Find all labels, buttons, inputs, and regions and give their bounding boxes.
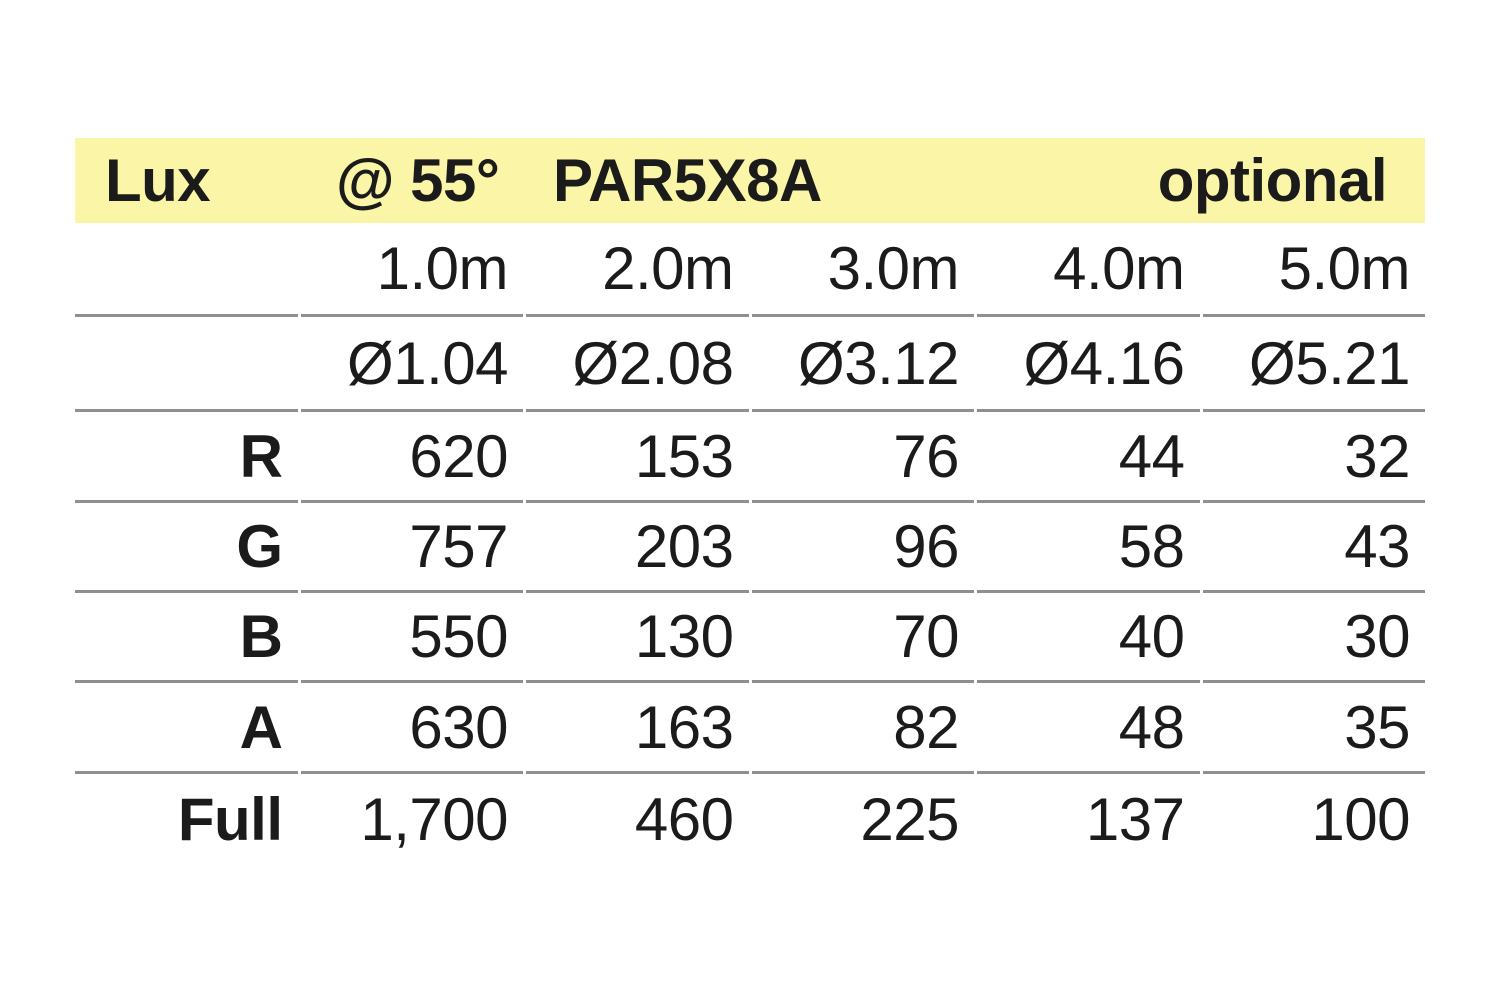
row-label-full: Full	[177, 786, 283, 853]
lux-value: 76	[751, 412, 974, 503]
lux-value: 163	[526, 683, 749, 774]
row-label-g: G	[75, 503, 298, 593]
distance-header: 1.0m	[300, 223, 523, 317]
distance-header: 5.0m	[1202, 223, 1425, 317]
beam-diameter: Ø1.04	[300, 317, 523, 412]
lux-value: 96	[751, 503, 974, 593]
lux-value: 460	[634, 786, 734, 853]
lux-value: 130	[526, 593, 749, 683]
unit-label: Lux	[105, 147, 211, 214]
row-label-r: R	[75, 412, 298, 503]
lux-value: 757	[300, 503, 523, 593]
row-label-b: B	[75, 593, 298, 683]
lux-value: 30	[1202, 593, 1425, 683]
lux-value: 630	[300, 683, 523, 774]
lux-value: 58	[977, 503, 1200, 593]
lux-value: 82	[751, 683, 974, 774]
lux-value: 225	[860, 786, 959, 853]
beam-diameter: Ø3.12	[751, 317, 974, 412]
lux-value: 620	[300, 412, 523, 503]
distance-header: 2.0m	[526, 223, 749, 317]
optional-label: optional	[1157, 147, 1388, 214]
lux-value: 32	[1202, 412, 1425, 503]
lux-value: 44	[977, 412, 1200, 503]
beam-angle-label: @ 55°	[336, 147, 500, 214]
lux-value: 40	[977, 593, 1200, 683]
lux-value: 1,700	[360, 786, 508, 853]
photometric-table: Lux @ 55° PAR5X8A optional 1.0m 2.0m 3.0…	[75, 138, 1425, 865]
lux-value: 70	[751, 593, 974, 683]
lux-value: 153	[526, 412, 749, 503]
beam-diameter: Ø4.16	[977, 317, 1200, 412]
distance-header: 3.0m	[751, 223, 974, 317]
lux-value: 100	[1311, 786, 1410, 853]
lux-value: 203	[526, 503, 749, 593]
lux-value: 550	[300, 593, 523, 683]
empty-cell	[75, 223, 298, 317]
empty-cell	[75, 317, 298, 412]
lux-value: 35	[1202, 683, 1425, 774]
distance-header: 4.0m	[977, 223, 1200, 317]
lux-value: 137	[1085, 786, 1185, 853]
lux-data-grid: 1.0m 2.0m 3.0m 4.0m 5.0m Ø1.04 Ø2.08 Ø3.…	[75, 223, 1425, 865]
lux-value: 43	[1202, 503, 1425, 593]
table-header-band: Lux @ 55° PAR5X8A optional	[75, 138, 1425, 223]
beam-diameter: Ø5.21	[1202, 317, 1425, 412]
lux-value: 48	[977, 683, 1200, 774]
row-label-a: A	[75, 683, 298, 774]
beam-diameter: Ø2.08	[526, 317, 749, 412]
model-label: PAR5X8A	[553, 147, 822, 214]
